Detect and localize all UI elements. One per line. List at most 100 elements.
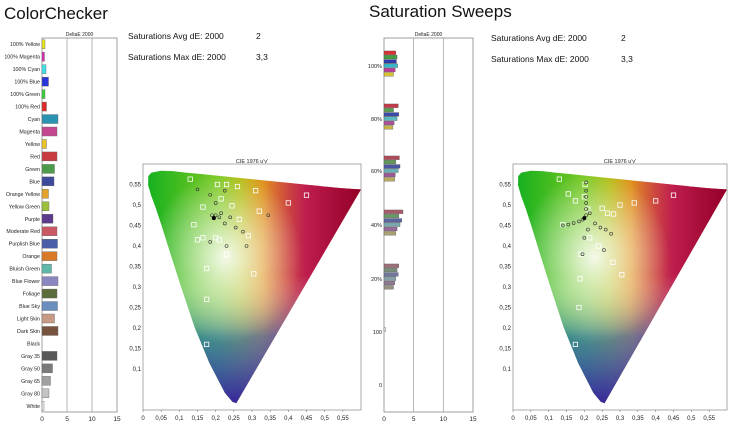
delta-bar: [383, 67, 396, 73]
delta-bar: [383, 168, 399, 173]
y-tick-label: 0,25: [129, 306, 141, 312]
delta-bar: [383, 59, 397, 64]
delta-bar: [383, 63, 398, 68]
left-max-value: 3,3: [256, 52, 268, 62]
category-label: Magenta: [19, 130, 40, 136]
x-tick-label: 0,45: [668, 416, 680, 422]
left-avg-value: 2: [256, 31, 261, 41]
y-tick-label: 0,5: [503, 203, 512, 209]
x-tick-label: 5: [65, 416, 69, 423]
x-tick-label: 0,35: [632, 416, 644, 422]
measured-marker: [602, 248, 606, 252]
category-label: Yellow: [25, 142, 40, 148]
measured-marker: [580, 252, 585, 256]
target-marker: [617, 202, 623, 208]
target-marker: [256, 208, 262, 214]
category-label: Gray 65: [21, 379, 40, 385]
target-marker: [581, 194, 587, 200]
measured-marker: [586, 227, 590, 232]
target-marker: [245, 233, 251, 239]
delta-bar: [383, 164, 401, 169]
measured-marker: [222, 221, 227, 226]
measured-marker: [213, 201, 218, 205]
measured-marker: [210, 213, 214, 218]
target-marker: [572, 198, 579, 204]
target-marker: [194, 237, 201, 243]
target-marker: [582, 181, 588, 188]
x-tick-label: 0,4: [284, 416, 293, 422]
measured-marker: [222, 188, 227, 193]
target-marker: [610, 259, 616, 265]
delta-bar: [383, 222, 401, 227]
category-label: Green: [25, 167, 40, 173]
delta-bar: [41, 301, 58, 311]
gamut-fill: [148, 170, 361, 404]
x-tick-label: 0,1: [544, 416, 553, 422]
x-tick-label: 0,55: [703, 416, 715, 422]
target-marker: [565, 191, 571, 197]
delta-bar: [41, 226, 58, 236]
gamut-fill: [517, 170, 727, 404]
y-tick-label: 0,2: [133, 326, 142, 332]
delta-bar: [41, 376, 51, 386]
category-label: Cyan: [28, 117, 40, 123]
target-marker: [214, 181, 221, 188]
measured-marker: [224, 244, 229, 248]
measured-marker: [195, 187, 200, 192]
x-tick-label: 10: [440, 416, 448, 423]
target-marker: [619, 272, 625, 278]
measured-marker: [566, 222, 571, 227]
target-marker: [670, 192, 677, 198]
measured-marker: [208, 192, 213, 197]
delta-bar: [383, 226, 398, 232]
group-label: 60%: [371, 169, 382, 175]
right-title: Saturation Sweeps: [369, 2, 512, 21]
x-tick-label: 15: [113, 416, 121, 423]
x-tick-label: 0: [511, 416, 515, 422]
target-marker: [236, 216, 242, 222]
target-marker: [216, 237, 222, 243]
target-marker: [604, 210, 611, 216]
measured-marker: [584, 213, 588, 218]
delta-bar: [383, 263, 400, 268]
measured-marker: [233, 225, 238, 230]
delta-bar: [41, 351, 58, 361]
x-tick-label: 0,05: [525, 416, 537, 422]
measured-marker: [584, 207, 588, 211]
delta-bar: [383, 272, 399, 277]
x-tick-label: 0,55: [337, 416, 349, 422]
measured-marker: [584, 194, 588, 199]
delta-bar: [41, 214, 54, 224]
measured-marker: [561, 223, 565, 228]
x-tick-label: 0,4: [651, 416, 660, 422]
target-marker: [585, 206, 591, 212]
delta-bar: [383, 280, 395, 286]
y-tick-label: 0,25: [499, 306, 511, 312]
target-marker: [191, 222, 197, 228]
delta-bar: [383, 55, 398, 60]
x-tick-label: 0,3: [248, 416, 257, 422]
target-marker: [631, 200, 637, 206]
category-label: Blue Sky: [19, 304, 40, 310]
group-label: 100: [373, 330, 382, 336]
x-tick-label: 0,3: [616, 416, 625, 422]
delta-bar: [383, 172, 396, 178]
target-marker: [200, 235, 206, 241]
x-tick-label: 5: [412, 416, 416, 423]
delta-bar: [41, 52, 45, 62]
category-label: Black: [27, 341, 40, 347]
right-max-label: Saturations Max dE: 2000: [491, 54, 589, 64]
delta-bar: [41, 388, 50, 398]
chart-title: CIE 1976 u'v': [236, 159, 268, 165]
target-marker: [596, 243, 602, 249]
y-tick-label: 0,55: [499, 183, 511, 189]
y-tick-label: 0,35: [129, 265, 141, 271]
target-marker: [218, 196, 224, 202]
x-tick-label: 0,25: [228, 416, 240, 422]
y-tick-label: 0,4: [133, 244, 142, 250]
measured-marker: [219, 211, 223, 216]
delta-bar: [383, 72, 394, 77]
delta-bar: [41, 76, 49, 87]
delta-bar: [383, 285, 394, 290]
target-marker: [223, 251, 230, 257]
